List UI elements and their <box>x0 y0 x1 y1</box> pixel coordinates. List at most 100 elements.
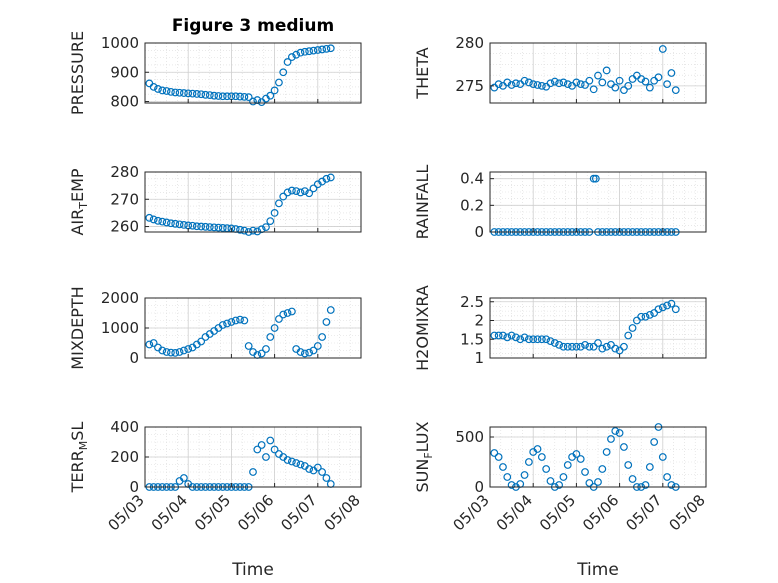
data-point <box>279 68 288 77</box>
data-point <box>270 86 279 95</box>
data-point <box>171 349 180 357</box>
data-point <box>537 81 546 90</box>
data-point <box>520 333 529 342</box>
data-point <box>179 474 188 482</box>
data-point <box>240 92 249 101</box>
data-point <box>524 335 533 344</box>
data-point <box>145 213 154 222</box>
data-point <box>283 188 292 197</box>
x-tick-label: 05/03 <box>450 491 493 534</box>
data-point <box>620 342 628 351</box>
data-point <box>585 342 594 351</box>
data-point <box>563 342 572 351</box>
data-point <box>275 78 283 87</box>
data-point <box>555 481 564 489</box>
data-point <box>262 223 270 231</box>
data-point <box>236 315 244 324</box>
data-point <box>253 227 262 236</box>
data-point <box>546 79 555 88</box>
data-point <box>503 78 512 87</box>
data-point <box>223 319 231 328</box>
data-point <box>671 86 680 95</box>
data-point <box>167 87 175 96</box>
data-point <box>184 345 193 353</box>
data-point <box>607 435 615 443</box>
data-point <box>667 481 676 489</box>
data-point <box>210 91 219 100</box>
data-point <box>292 459 301 467</box>
y-tick-label: 1000 <box>101 319 139 337</box>
data-point <box>563 461 572 469</box>
y-axis-label: RAINFALL <box>413 165 432 240</box>
data-point <box>292 187 301 195</box>
data-point <box>576 80 585 89</box>
data-point <box>218 321 227 329</box>
data-point <box>322 44 331 53</box>
subplot-2: 275 280 THETA <box>413 34 707 104</box>
y-tick-label: 2 <box>474 312 484 330</box>
data-point <box>667 299 676 308</box>
data-point <box>145 340 154 349</box>
data-point <box>663 80 672 89</box>
data-point <box>287 186 296 195</box>
data-point <box>658 45 667 53</box>
y-axis-label: THETA <box>413 47 432 99</box>
data-point <box>537 335 546 344</box>
data-point <box>589 174 598 183</box>
data-point <box>188 89 197 98</box>
data-point <box>227 318 236 326</box>
data-point <box>149 215 158 224</box>
data-point <box>270 209 279 217</box>
y-tick-label: 0 <box>474 223 484 241</box>
y-tick-label: 0.2 <box>460 196 484 214</box>
data-point <box>287 307 296 316</box>
data-point <box>326 44 335 53</box>
y-tick-label: 275 <box>455 77 484 95</box>
data-point <box>167 219 175 228</box>
data-point <box>572 78 581 87</box>
data-point <box>305 465 314 473</box>
x-tick-label: 05/05 <box>536 491 579 534</box>
axes-box <box>489 42 707 104</box>
data-point <box>171 88 180 97</box>
data-point <box>494 80 503 89</box>
y-tick-label: 400 <box>110 418 139 436</box>
subplot-6: 11.522.5 H2OMIXRA <box>413 285 707 371</box>
y-tick-label: 900 <box>110 63 139 81</box>
x-tick-label: 05/05 <box>191 491 234 534</box>
y-tick-label: 280 <box>110 163 139 181</box>
data-point <box>546 337 555 346</box>
data-point <box>494 453 503 461</box>
data-point <box>503 333 512 342</box>
data-point <box>563 80 572 89</box>
data-point <box>658 303 667 312</box>
data-point <box>594 478 602 486</box>
subplot-1: 800 900 1000 PRESSURE Figure 3 medium <box>68 16 362 115</box>
data-point <box>179 346 188 355</box>
data-point <box>537 453 546 461</box>
data-point <box>149 339 158 347</box>
data-point <box>576 455 585 463</box>
data-point <box>179 221 188 229</box>
data-point <box>287 53 296 61</box>
y-tick-label: 2000 <box>101 289 139 307</box>
subplot-7: 0 200 400 TERRMSL 05/03 05/04 05/05 05/06 05/07 0… <box>68 418 364 580</box>
data-point <box>637 312 646 321</box>
data-point <box>244 342 253 350</box>
data-point <box>322 474 331 482</box>
data-point <box>576 342 585 351</box>
data-point <box>313 46 322 54</box>
data-point <box>620 86 628 95</box>
subplot-5: 0 1000 2000 MIXDEPTH <box>68 286 362 370</box>
data-point <box>266 333 275 341</box>
x-tick-label: 05/07 <box>277 491 320 534</box>
data-point <box>507 331 516 340</box>
data-point <box>533 81 542 89</box>
subplot-4: 0 0.2 0.4 RAINFALL <box>413 165 707 241</box>
data-point <box>611 83 620 92</box>
data-point <box>490 331 499 340</box>
data-point <box>240 316 249 325</box>
data-point <box>555 79 564 88</box>
y-axis-label: H2OMIXRA <box>413 285 432 371</box>
